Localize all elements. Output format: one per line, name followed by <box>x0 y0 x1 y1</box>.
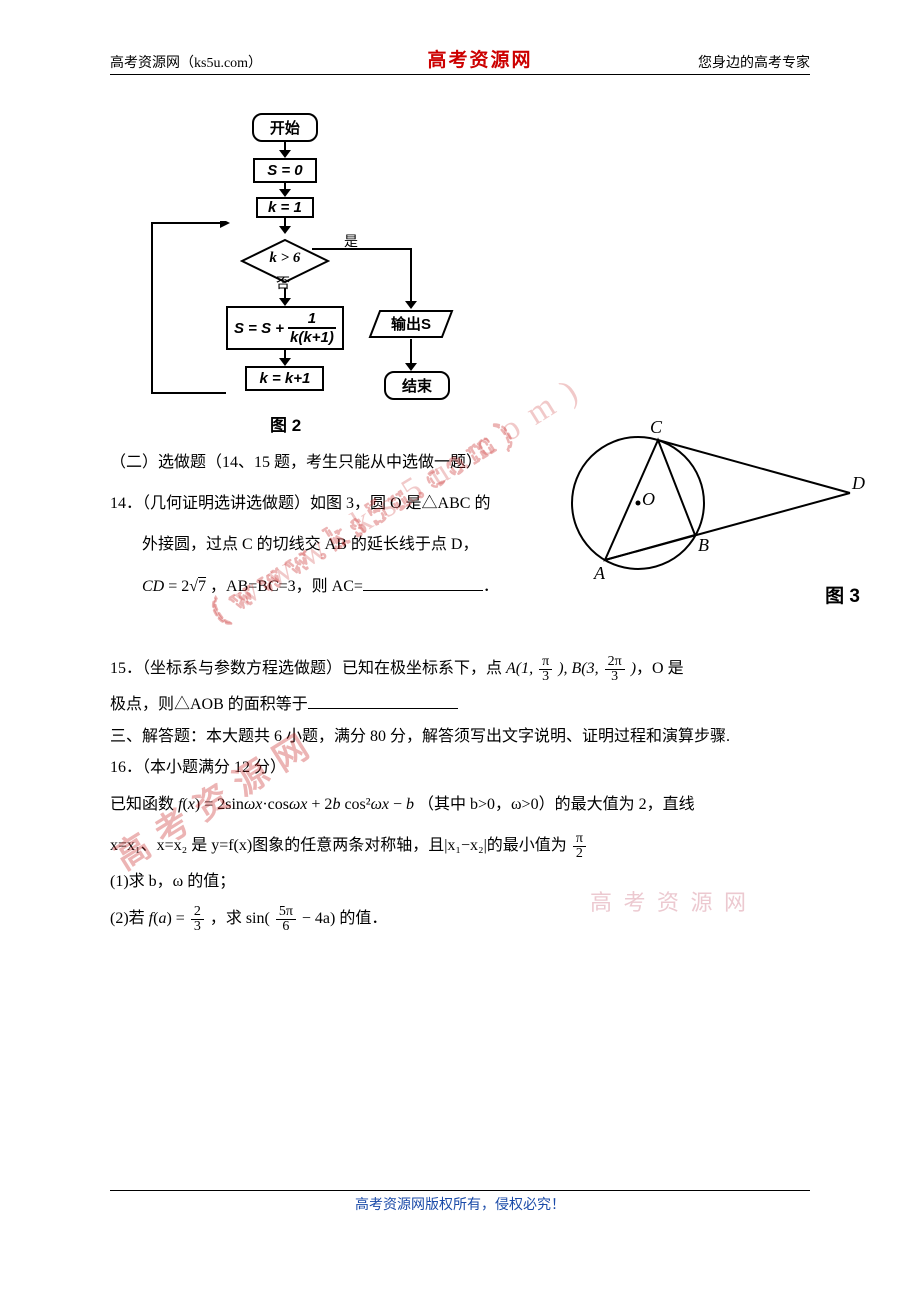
fig3-label-d: D <box>852 473 865 494</box>
fig3-label-o: O <box>642 489 655 510</box>
flowchart-update-k: k = k+1 <box>245 366 324 391</box>
fig3-label-a: A <box>594 563 605 584</box>
content-area: 开始 S = 0 k = 1 k > 6 否 S = S + <box>110 75 810 936</box>
header-center: 高考资源网 <box>428 45 533 72</box>
page-footer: 高考资源网版权所有，侵权必究！ <box>110 1190 810 1214</box>
figure-2-label: 图 2 <box>270 411 301 436</box>
flowchart: 开始 S = 0 k = 1 k > 6 否 S = S + <box>140 113 460 433</box>
flowchart-update-s: S = S + 1 k(k+1) <box>226 306 344 350</box>
flowchart-init-s: S = 0 <box>253 158 316 183</box>
q16-func: 已知函数 f(x) = 2sinωx·cosωx + 2b cos²ωx − b… <box>110 787 810 822</box>
q15-blank <box>308 693 458 709</box>
q16-head: 16．（本小题满分 12 分） <box>110 755 810 781</box>
section3-heading: 三、解答题：本大题共 6 小题，满分 80 分，解答须写出文字说明、证明过程和演… <box>110 724 810 750</box>
figure-3-label: 图 3 <box>825 581 860 608</box>
flowchart-start: 开始 <box>252 113 318 142</box>
q14-line1: 14．（几何证明选讲选做题）如图 3，圆 O 是△ABC 的 <box>110 486 530 521</box>
watermark-secondary: 高 考 资 源 网 <box>590 885 749 917</box>
flowchart-output: 输出S <box>368 309 454 339</box>
fig3-label-b: B <box>698 535 709 556</box>
fig3-label-c: C <box>650 417 662 438</box>
q15-line2: 极点，则△AOB 的面积等于 <box>110 692 810 718</box>
figure-3: C O B A D 图 3 <box>550 405 870 600</box>
q14-line2: 外接圆，过点 C 的切线交 AB 的延长线于点 D， <box>110 527 530 562</box>
q14-blank <box>363 575 483 591</box>
header-right: 您身边的高考专家 <box>698 52 810 72</box>
q15-line1: 15．（坐标系与参数方程选做题）已知在极坐标系下，点 A(1, π3 ), B(… <box>110 651 810 686</box>
header-left: 高考资源网（ks5u.com） <box>110 52 262 72</box>
q16-line2: x=x₁、x=x₂ 是 y=f(x)图象的任意两条对称轴，且|x₁−x₂|的最小… <box>110 828 810 863</box>
page-header: 高考资源网（ks5u.com） 高考资源网 您身边的高考专家 <box>110 45 810 75</box>
flowchart-init-k: k = 1 <box>256 197 314 218</box>
flowchart-end: 结束 <box>384 371 450 400</box>
page-container: 高考资源网（ks5u.com） 高考资源网 您身边的高考专家 开始 S = 0 … <box>110 45 810 1220</box>
flowchart-no-label: 否 <box>276 273 290 293</box>
